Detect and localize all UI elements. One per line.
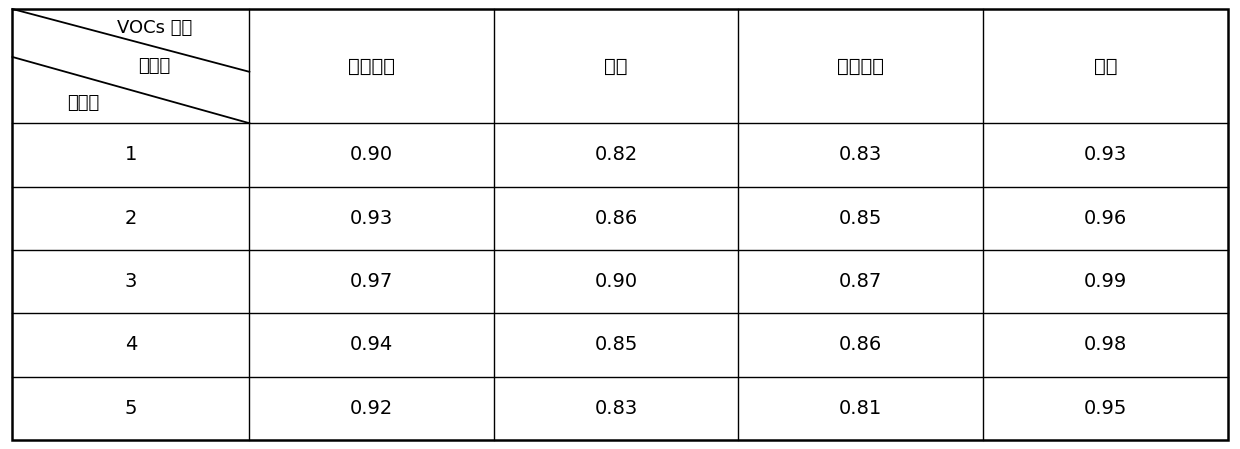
Text: 0.81: 0.81 [839,399,883,418]
Text: 0.92: 0.92 [350,399,393,418]
Text: 0.83: 0.83 [594,399,637,418]
Text: 0.99: 0.99 [1084,272,1127,291]
Text: 0.90: 0.90 [595,272,637,291]
Text: 0.94: 0.94 [350,335,393,354]
Text: 0.93: 0.93 [350,209,393,228]
Text: 0.93: 0.93 [1084,145,1127,164]
Text: 0.85: 0.85 [594,335,637,354]
Text: 0.83: 0.83 [839,145,883,164]
Text: 实施例: 实施例 [67,94,99,112]
Text: 5: 5 [125,399,138,418]
Text: 0.98: 0.98 [1084,335,1127,354]
Text: 甲醇: 甲醇 [1094,57,1117,75]
Text: 降解率: 降解率 [139,57,171,75]
Text: 乙酸乙酯: 乙酸乙酯 [348,57,396,75]
Text: 3: 3 [125,272,138,291]
Text: 0.85: 0.85 [839,209,883,228]
Text: 0.87: 0.87 [839,272,883,291]
Text: 2: 2 [125,209,138,228]
Text: 0.82: 0.82 [594,145,637,164]
Text: 二氯甲烷: 二氯甲烷 [837,57,884,75]
Text: 0.86: 0.86 [839,335,883,354]
Text: 0.86: 0.86 [594,209,637,228]
Text: 甲苯: 甲苯 [604,57,627,75]
Text: 0.96: 0.96 [1084,209,1127,228]
Text: 1: 1 [125,145,138,164]
Text: 0.95: 0.95 [1084,399,1127,418]
Text: 4: 4 [125,335,138,354]
Text: 0.97: 0.97 [350,272,393,291]
Text: 0.90: 0.90 [350,145,393,164]
Text: VOCs 种类: VOCs 种类 [117,19,192,37]
